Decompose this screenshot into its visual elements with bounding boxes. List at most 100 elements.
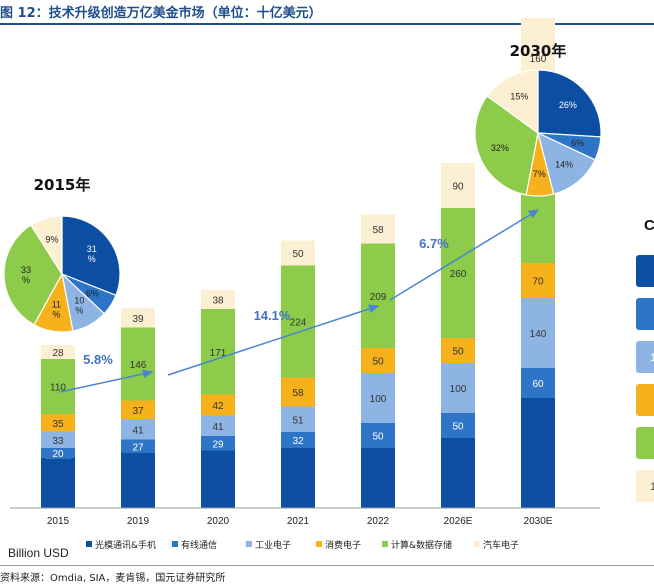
bar-segment: [361, 448, 395, 508]
legend-right: C 1 1: [636, 217, 654, 502]
bar-value-label: 146: [130, 360, 147, 371]
pie-slice-label-line: 9%: [45, 234, 58, 244]
bar-value-label: 224: [290, 318, 307, 329]
pie-slice-label: 10%: [74, 296, 84, 316]
pie-title: 2015年: [34, 176, 91, 194]
pie-slice-label: 26%: [559, 100, 577, 110]
bar-value-label: 60: [532, 379, 544, 390]
pie-slice-label-line: %: [88, 254, 96, 264]
pie-title: 2030年: [510, 42, 567, 60]
bar-value-label: 160: [530, 54, 547, 65]
x-tick-label: 2015: [47, 516, 70, 527]
bar-value-label: 171: [210, 348, 227, 359]
figure-title: 图 12：技术升级创造万亿美金市场（单位：十亿美元）: [0, 6, 322, 21]
bar-label-bg: [125, 440, 151, 453]
bar-label-bg: [125, 403, 151, 416]
pie-slice: [30, 215, 63, 277]
x-tick-label: 2030E: [524, 516, 553, 527]
bar-value-label: 50: [452, 347, 464, 358]
pie-slice-label-line: %: [75, 306, 83, 316]
bar-value-label: 100: [370, 394, 387, 405]
legend-swatch: [246, 541, 252, 547]
growth-label: 5.8%: [83, 352, 113, 367]
bar-value-label: 50: [452, 422, 464, 433]
legend-swatch: [172, 541, 178, 547]
legend-swatch: [474, 541, 480, 547]
bar-value-label: 58: [372, 225, 384, 236]
bar-label-bg: [43, 380, 73, 393]
bar-value-label: 38: [212, 296, 224, 307]
bar-value-label: 28: [52, 348, 64, 359]
bar-label-bg: [523, 52, 553, 64]
bar-label-bg: [125, 311, 151, 324]
pie-slice-label-line: 6%: [571, 138, 584, 148]
pie-slice-label: 33%: [21, 265, 31, 285]
bar-label-bg: [123, 358, 153, 370]
bar-value-label: 100: [450, 384, 467, 395]
pie-slice-label-line: 7%: [533, 169, 546, 179]
bar-value-label: 41: [132, 425, 144, 436]
bar-value-label: 42: [212, 401, 224, 412]
pie-slice-label: 7%: [533, 169, 546, 179]
unit-label: Billion USD: [8, 546, 69, 560]
x-tick-label: 2019: [127, 516, 150, 527]
bar-label-bg: [363, 392, 393, 404]
growth-annotations: 5.8% 14.1% 6.7%: [59, 209, 540, 393]
bar-label-bg: [45, 447, 71, 459]
bar-segment: [441, 438, 475, 508]
pie-slice: [61, 215, 121, 297]
bar-label-bg: [205, 293, 231, 306]
legend-label: 有线通信: [181, 539, 217, 551]
bar-label-bg: [205, 419, 231, 432]
bar-value-label: 32: [292, 436, 304, 447]
bar-label-bg: [363, 289, 393, 302]
bar-label-bg: [285, 386, 311, 398]
bar-value-label: 110: [50, 383, 66, 394]
bar-label-bg: [525, 274, 551, 287]
legend-heading-partial: C: [644, 217, 654, 234]
bar-label-bg: [443, 267, 473, 279]
bar-value-label: 209: [370, 292, 387, 303]
pie-slice-label: 32%: [491, 143, 509, 153]
legend-color-block: [636, 470, 654, 502]
bar-value-label: 41: [212, 422, 224, 433]
bar-segment: [121, 453, 155, 508]
bar-value-label: 27: [132, 442, 144, 453]
pie-slice-label: 14%: [555, 160, 573, 170]
legend-label: 光模通讯&手机: [95, 539, 156, 551]
pie-slice-label-line: %: [52, 310, 60, 320]
bar-label-bg: [445, 179, 471, 192]
bar-label-bg: [205, 437, 231, 450]
pie-slice-label-line: 14%: [555, 160, 573, 170]
pie-slice-label: 6%: [86, 288, 99, 298]
pie-slice-label: 6%: [571, 138, 584, 148]
bar-label-bg: [203, 345, 233, 358]
pie-slice-label-line: 32%: [491, 143, 509, 153]
bar-label-bg: [283, 315, 313, 328]
legend-swatch: [382, 541, 388, 547]
bar-value-label: 50: [372, 357, 384, 368]
pie-slice-label: 31%: [87, 244, 97, 264]
bar-label-bg: [365, 354, 391, 367]
bar-label-bg: [285, 247, 311, 259]
legend-block-text: 1: [650, 481, 654, 493]
bar-segment: [521, 398, 555, 508]
legend-color-block: [636, 427, 654, 459]
legend-label: 计算&数据存储: [391, 539, 452, 551]
bar-label-bg: [525, 377, 551, 389]
source-text: 资料来源：Omdia, SIA，麦肯锡，国元证券研究所: [0, 573, 226, 584]
bar-label-bg: [285, 413, 311, 426]
bar-value-label: 33: [52, 436, 64, 447]
bar-segment: [201, 450, 235, 508]
bar-label-bg: [523, 327, 553, 339]
growth-label: 14.1%: [254, 308, 291, 323]
legend-color-block: [636, 341, 654, 373]
bar-value-label: 260: [450, 269, 467, 280]
bar-label-bg: [45, 433, 71, 446]
bottom-rule: [0, 565, 654, 566]
pie-slice-label-line: 31: [87, 244, 97, 254]
bar-value-label: 37: [132, 406, 144, 417]
bar-label-bg: [45, 346, 71, 358]
legend-label: 消费电子: [325, 539, 361, 551]
